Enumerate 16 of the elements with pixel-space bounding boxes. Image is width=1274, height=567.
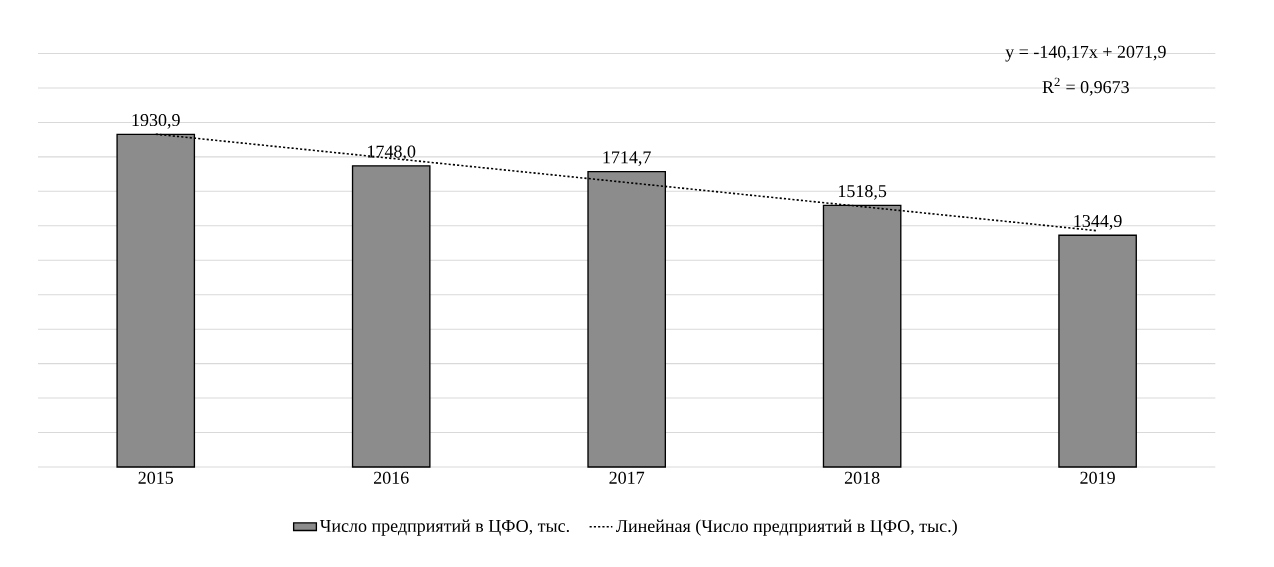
x-tick-label: 2018 (844, 471, 880, 484)
data-label: 1930,9 (132, 113, 180, 129)
text: R$^{2}$ = 0,9673 (1042, 77, 1129, 96)
data-label: 1518,5 (838, 185, 887, 200)
legend-label: Число предприятий в ЦФО, тыс. (319, 519, 569, 536)
bar (1058, 234, 1137, 468)
x-tick-label: 2019 (1080, 471, 1115, 484)
x-tick-label: 2016 (374, 471, 409, 484)
data-label: 1748,0 (368, 145, 416, 161)
text: y = -140,17x + 2071,9 (1005, 45, 1166, 62)
x-tick-label: 2017 (609, 471, 645, 484)
x-tick-label: 2015 (138, 471, 174, 484)
data-label: 1344,9 (1074, 214, 1122, 230)
bar (351, 165, 431, 468)
legend-label: Линейная (Число предприятий в ЦФО, тыс.) (615, 519, 957, 536)
data-label: 1714,7 (603, 151, 651, 166)
